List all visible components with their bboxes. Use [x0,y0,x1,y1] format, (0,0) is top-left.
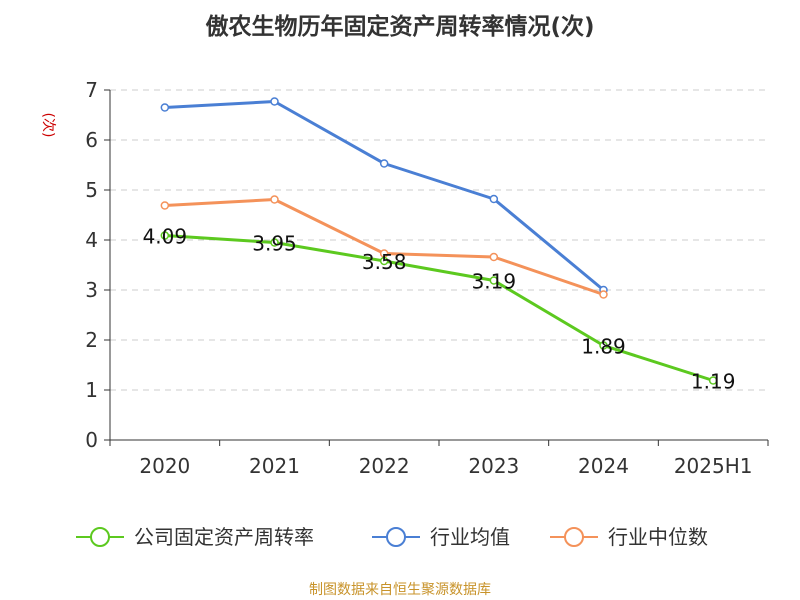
y-tick-label-3: 3 [85,278,98,302]
series-lines [160,97,718,385]
chart-title: 傲农生物历年固定资产周转率情况(次) [205,13,594,40]
data-point-s1-2 [379,159,389,168]
axes: 0 1 2 3 4 5 6 7 2020 2021 2022 2023 2024 2025H1 [85,78,769,478]
data-point-s2-0 [160,201,170,210]
x-tick-label-2023: 2023 [468,454,519,478]
data-label-2020: 4.09 [143,225,188,249]
data-point-s2-3 [489,252,499,262]
x-tick-label-2020: 2020 [139,454,190,478]
legend-marker-0 [90,527,110,547]
y-tick-label-2: 2 [85,328,98,352]
legend[interactable]: 公司固定资产周转率 行业均值 行业中位数 [76,525,708,549]
data-label-2021: 3.95 [252,232,297,256]
data-label-2023: 3.19 [472,270,517,294]
data-label-2022: 3.58 [362,250,407,274]
data-label-2025H1: 1.19 [691,370,736,394]
gridlines [110,89,768,391]
data-point-s0-2 [379,256,389,266]
series-line-2 [164,198,604,296]
y-tick-label-1: 1 [85,378,98,402]
legend-label-1: 行业均值 [430,525,510,549]
data-point-s2-1 [270,195,279,204]
x-tick-label-2024: 2024 [578,454,629,478]
y-tick-label-7: 7 [85,78,98,102]
legend-marker-2 [564,527,584,547]
y-tick-label-4: 4 [85,228,98,252]
x-tick-label-2021: 2021 [249,454,300,478]
data-point-s0-5 [708,376,718,385]
data-point-s0-4 [599,341,608,350]
data-point-s1-0 [160,103,170,112]
data-label-2024: 1.89 [581,335,626,359]
data-point-s0-0 [160,231,170,240]
legend-label-0: 公司固定资产周转率 [134,525,314,549]
data-point-s1-3 [489,194,499,204]
legend-item-0[interactable]: 公司固定资产周转率 [76,525,314,549]
data-point-s0-1 [270,238,279,247]
x-tick-label-2025H1: 2025H1 [674,454,753,478]
legend-item-2[interactable]: 行业中位数 [550,525,708,549]
y-tick-label-0: 0 [85,428,98,452]
source-note: 制图数据来自恒生聚源数据库 [309,582,491,598]
y-tick-label-6: 6 [85,128,98,152]
data-point-s2-4 [599,290,608,299]
y-axis-label: (次) [40,113,56,138]
legend-item-1[interactable]: 行业均值 [372,525,510,549]
data-point-s0-3 [489,276,499,285]
data-labels: 4.09 3.95 3.58 3.19 1.89 1.19 [143,225,736,394]
legend-label-2: 行业中位数 [608,525,708,549]
series-line-0 [164,234,714,382]
data-point-s1-1 [270,97,279,106]
y-tick-label-5: 5 [85,178,98,202]
legend-marker-1 [386,527,406,547]
x-tick-label-2022: 2022 [359,454,410,478]
